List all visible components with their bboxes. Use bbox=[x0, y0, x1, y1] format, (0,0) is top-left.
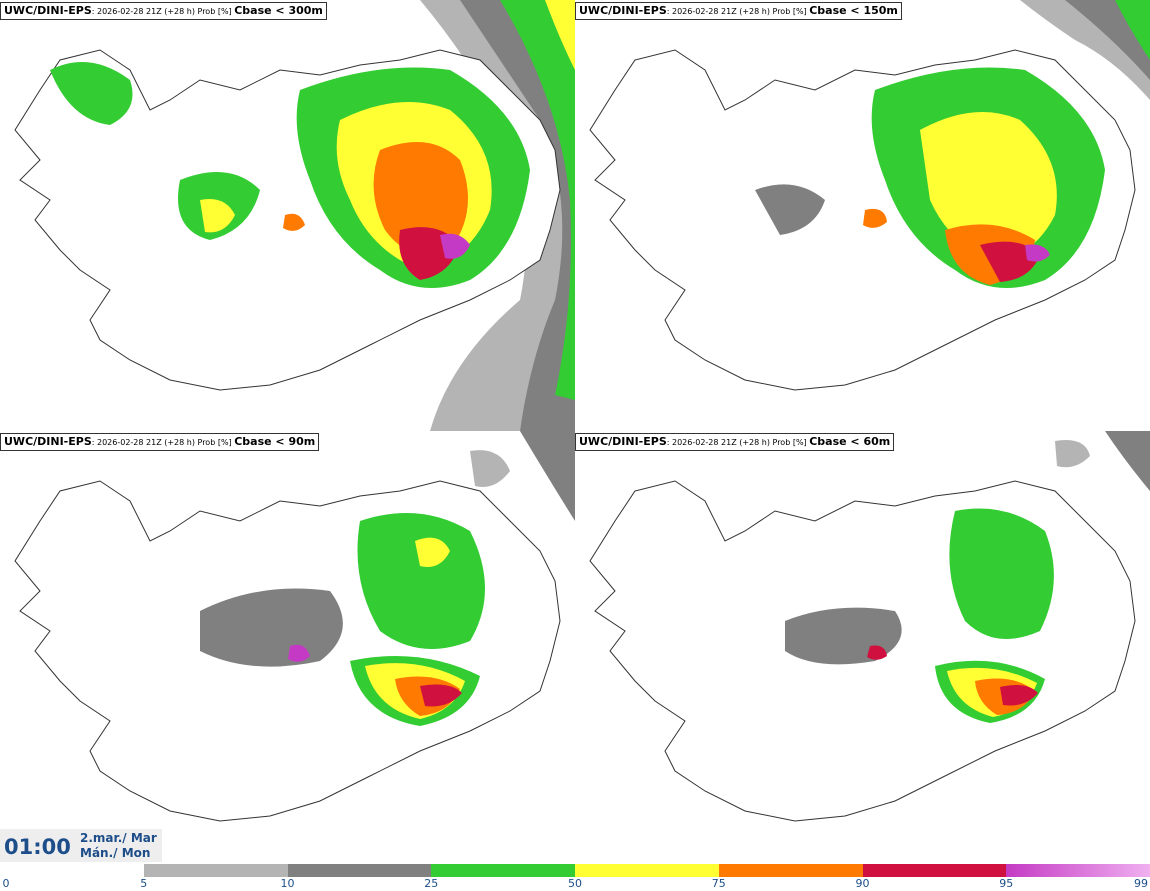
colorbar-segment bbox=[0, 864, 144, 877]
colorbar-segment bbox=[287, 864, 432, 877]
colorbar-tick-label: 75 bbox=[711, 877, 726, 890]
sea-fog-area bbox=[470, 431, 575, 521]
valid-weekday: Mán./ Mon bbox=[80, 846, 151, 860]
colorbar-tick-label: 90 bbox=[855, 877, 870, 890]
valid-time-clock: 01:00 bbox=[4, 835, 71, 859]
variable-label: Cbase < 300m bbox=[234, 4, 323, 17]
model-label: UWC/DINI-EPS bbox=[579, 435, 667, 448]
colorbar-tick-label: 10 bbox=[280, 877, 295, 890]
probability-map bbox=[14, 431, 575, 822]
colorbar-segment bbox=[431, 864, 575, 877]
colorbar-tick-label: 50 bbox=[568, 877, 582, 890]
map-panel-300m: UWC/DINI-EPS: 2026-02-28 21Z (+28 h) Pro… bbox=[0, 0, 575, 431]
variable-label: Cbase < 90m bbox=[234, 435, 316, 448]
probability-field bbox=[50, 62, 530, 288]
probability-field bbox=[200, 513, 485, 726]
colorbar-segment bbox=[143, 864, 288, 877]
sea-fog-area bbox=[1055, 431, 1150, 491]
colorbar-tick-label: 99 bbox=[1134, 877, 1148, 890]
valid-date: 2.mar./ Mar bbox=[80, 831, 157, 845]
colorbar-tick-label: 0 bbox=[2, 877, 10, 890]
probability-map bbox=[14, 0, 575, 431]
map-panel-90m: UWC/DINI-EPS: 2026-02-28 21Z (+28 h) Pro… bbox=[0, 431, 575, 862]
run-info: : 2026-02-28 21Z (+28 h) Prob [%] bbox=[91, 438, 235, 447]
colorbar-tick-label: 25 bbox=[424, 877, 439, 890]
probability-map bbox=[589, 431, 1150, 822]
model-label: UWC/DINI-EPS bbox=[4, 4, 92, 17]
variable-label: Cbase < 60m bbox=[809, 435, 891, 448]
variable-label: Cbase < 150m bbox=[809, 4, 898, 17]
colorbar-tick-label: 5 bbox=[140, 877, 148, 890]
probability-field bbox=[755, 67, 1105, 288]
panel-title: UWC/DINI-EPS: 2026-02-28 21Z (+28 h) Pro… bbox=[575, 2, 902, 20]
probability-field bbox=[785, 508, 1054, 723]
colorbar-tick-label: 95 bbox=[999, 877, 1014, 890]
probability-map bbox=[589, 0, 1150, 391]
sea-fog-area bbox=[1020, 0, 1150, 100]
panel-title: UWC/DINI-EPS: 2026-02-28 21Z (+28 h) Pro… bbox=[0, 433, 320, 451]
model-label: UWC/DINI-EPS bbox=[579, 4, 667, 17]
panel-title: UWC/DINI-EPS: 2026-02-28 21Z (+28 h) Pro… bbox=[575, 433, 895, 451]
map-panel-60m: UWC/DINI-EPS: 2026-02-28 21Z (+28 h) Pro… bbox=[575, 431, 1150, 862]
colorbar-segment bbox=[575, 864, 719, 877]
run-info: : 2026-02-28 21Z (+28 h) Prob [%] bbox=[91, 7, 235, 16]
map-panel-150m: UWC/DINI-EPS: 2026-02-28 21Z (+28 h) Pro… bbox=[575, 0, 1150, 431]
colorbar-segment bbox=[1006, 864, 1150, 877]
model-label: UWC/DINI-EPS bbox=[4, 435, 92, 448]
sea-fog-area bbox=[420, 0, 575, 431]
panel-title: UWC/DINI-EPS: 2026-02-28 21Z (+28 h) Pro… bbox=[0, 2, 327, 20]
colorbar-segment bbox=[718, 864, 863, 877]
valid-time-box: 01:00 2.mar./ Mar Mán./ Mon bbox=[0, 829, 162, 862]
run-info: : 2026-02-28 21Z (+28 h) Prob [%] bbox=[666, 7, 810, 16]
colorbar-segment bbox=[862, 864, 1007, 877]
run-info: : 2026-02-28 21Z (+28 h) Prob [%] bbox=[666, 438, 810, 447]
